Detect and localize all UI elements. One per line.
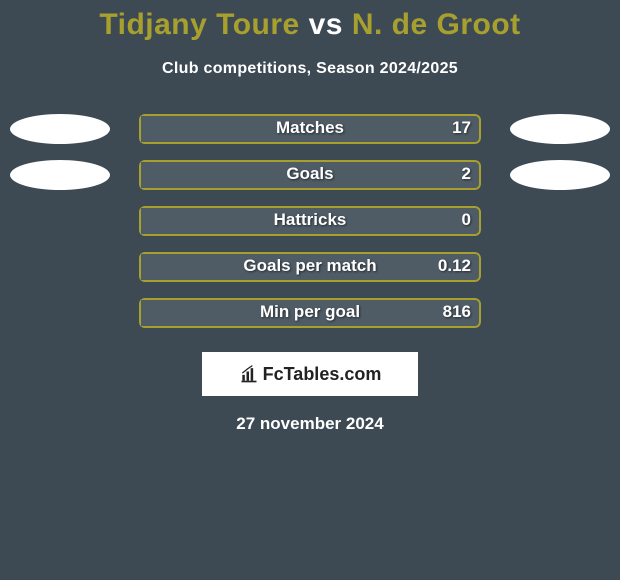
player1-avatar [10,160,110,190]
stat-row: Goals 2 [0,160,620,190]
player2-avatar [510,160,610,190]
comparison-title: Tidjany Toure vs N. de Groot [0,0,620,42]
player1-avatar [10,114,110,144]
stat-value-right: 0 [462,210,471,230]
date-text: 27 november 2024 [0,414,620,434]
stat-label: Goals per match [243,256,376,276]
stat-label: Hattricks [274,210,347,230]
bar-chart-icon [239,364,259,384]
player1-name: Tidjany Toure [99,8,299,41]
logo-box: FcTables.com [202,352,418,396]
stat-bar: Goals 2 [139,160,481,190]
stat-row: Hattricks 0 [0,206,620,236]
stat-value-right: 17 [452,118,471,138]
player2-avatar [510,114,610,144]
stat-bar: Matches 17 [139,114,481,144]
stat-value-right: 2 [462,164,471,184]
stat-bar: Goals per match 0.12 [139,252,481,282]
stat-row: Goals per match 0.12 [0,252,620,282]
stat-row: Matches 17 [0,114,620,144]
stats-container: Matches 17 Goals 2 Hattricks 0 Goals per match… [0,114,620,328]
stat-value-right: 0.12 [438,256,471,276]
logo-inner: FcTables.com [239,364,382,385]
stat-value-right: 816 [443,302,471,322]
comparison-subtitle: Club competitions, Season 2024/2025 [0,60,620,78]
logo-text: FcTables.com [263,364,382,385]
stat-row: Min per goal 816 [0,298,620,328]
stat-label: Goals [286,164,333,184]
stat-label: Matches [276,118,344,138]
vs-text: vs [309,8,343,41]
stat-bar: Min per goal 816 [139,298,481,328]
stat-label: Min per goal [260,302,360,322]
stat-bar: Hattricks 0 [139,206,481,236]
player2-name: N. de Groot [352,8,521,41]
